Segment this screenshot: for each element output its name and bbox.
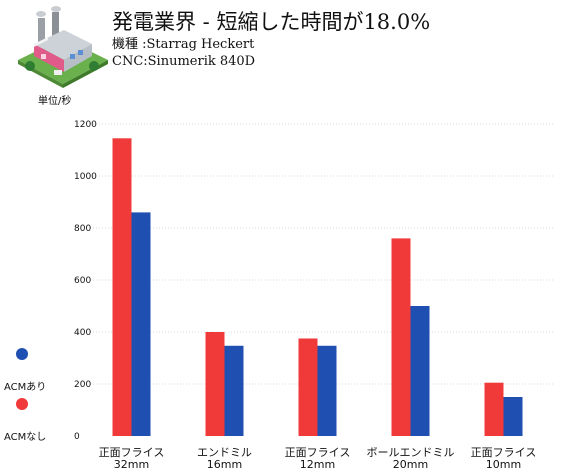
x-tick-label: ボールエンドミル: [367, 446, 455, 459]
cnc-model: CNC:Sinumerik 840D: [112, 54, 256, 69]
legend-label-without-acm: ACMなし: [4, 432, 47, 443]
y-tick-label: 200: [74, 380, 91, 390]
machine-model: 機種 :Starrag Heckert: [112, 37, 255, 52]
x-tick-label: 20mm: [393, 458, 428, 470]
x-tick-label: 10mm: [486, 458, 521, 470]
legend-item-with-acm: ACMあり: [4, 348, 46, 393]
y-tick-label: 800: [74, 224, 91, 234]
x-tick-label: 32mm: [114, 458, 149, 470]
x-tick-label: 正面フライス: [285, 446, 351, 459]
y-tick-label: 400: [74, 328, 91, 338]
bar-with-acm: [224, 345, 244, 436]
y-tick-label: 1000: [74, 172, 97, 182]
x-tick-label: エンドミル: [197, 446, 252, 459]
bar-without-acm: [112, 138, 132, 437]
bar-without-acm: [391, 238, 411, 436]
bar-with-acm: [410, 306, 430, 436]
y-tick-label: 0: [74, 432, 80, 442]
bar-without-acm: [484, 382, 504, 436]
bar-without-acm: [205, 332, 225, 436]
legend-swatch-with-acm: [16, 348, 28, 360]
bar-with-acm: [317, 345, 337, 436]
bar-with-acm: [131, 212, 151, 436]
x-tick-label: 16mm: [207, 458, 242, 470]
x-tick-label: 正面フライス: [471, 446, 537, 459]
legend-label-with-acm: ACMあり: [4, 382, 47, 393]
legend-item-without-acm: ACMなし: [4, 398, 46, 443]
bar-without-acm: [298, 338, 318, 436]
y-tick-label: 1200: [74, 120, 97, 130]
y-tick-label: 600: [74, 276, 91, 286]
x-tick-label: 正面フライス: [99, 446, 165, 459]
bar-with-acm: [503, 397, 523, 436]
x-tick-label: 12mm: [300, 458, 335, 470]
factory-icon: [18, 6, 108, 88]
header: 発電業界 - 短縮した時間が18.0% 機種 :Starrag Heckert …: [112, 8, 430, 70]
unit-label: 単位/秒: [38, 96, 72, 107]
legend-swatch-without-acm: [16, 398, 28, 410]
chart-title: 発電業界 - 短縮した時間が18.0%: [112, 10, 431, 34]
